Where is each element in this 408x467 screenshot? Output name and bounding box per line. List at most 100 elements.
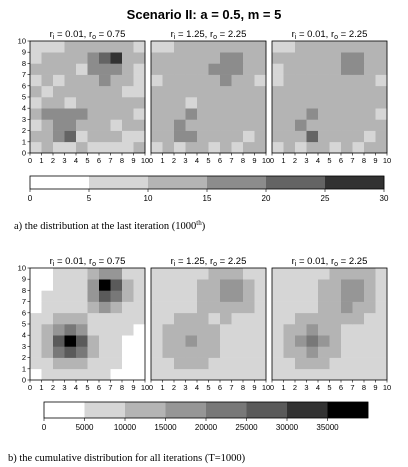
caption-b: b) the cumulative distribution for all i…	[8, 453, 246, 464]
heatmap-cell	[76, 108, 88, 120]
y-tick-label: 10	[18, 264, 26, 273]
heatmap-cell	[76, 141, 88, 154]
heatmap-cell	[64, 290, 77, 302]
heatmap-cell	[329, 74, 342, 87]
heatmap-cell	[99, 119, 111, 131]
heatmap-cell	[53, 52, 65, 64]
heatmap-cell	[341, 52, 353, 64]
heatmap-cell	[53, 368, 65, 381]
heatmap-cell	[243, 301, 255, 314]
heatmap-cell	[41, 130, 54, 143]
heatmap-cell	[99, 74, 111, 87]
heatmap-cell	[254, 41, 267, 53]
heatmap-cell	[174, 74, 186, 87]
heatmap-cell	[295, 368, 307, 381]
heatmap-cell	[329, 335, 342, 347]
colorbar-segment	[89, 176, 149, 189]
y-tick-label: 5	[22, 93, 26, 102]
heatmap-cell	[341, 41, 353, 53]
heatmap-cell	[41, 346, 54, 358]
heatmap-cell	[122, 141, 134, 154]
heatmap-cell	[185, 85, 198, 98]
colorbar-segment	[30, 176, 90, 189]
heatmap-cell	[243, 97, 255, 109]
heatmap-cell	[87, 268, 100, 280]
heatmap-cell	[352, 290, 365, 302]
heatmap-cell	[99, 41, 111, 53]
heatmap-cell	[254, 268, 267, 280]
heatmap-cell	[318, 279, 330, 291]
panel-title: ri = 0.01, ro = 0.75	[50, 29, 126, 41]
heatmap-cell	[110, 324, 123, 336]
heatmap-cell	[99, 346, 111, 358]
colorbar-segment	[287, 402, 328, 418]
x-tick-label: 4	[74, 156, 78, 165]
heatmap-cell	[329, 97, 342, 109]
heatmap-cell	[220, 74, 232, 87]
heatmap-cell	[352, 279, 365, 291]
heatmap-cell	[272, 312, 284, 325]
heatmap-cell	[375, 312, 388, 325]
heatmap-cell	[174, 141, 186, 154]
heatmap-cell	[30, 52, 42, 64]
heatmap-cell	[352, 130, 365, 143]
heatmap-cell	[306, 119, 319, 131]
heatmap-cell	[76, 279, 88, 291]
heatmap-cell	[375, 41, 388, 53]
x-tick-label: 0	[28, 156, 32, 165]
heatmap-cell	[243, 279, 255, 291]
heatmap-cell	[76, 312, 88, 325]
heatmap-cell	[99, 324, 111, 336]
heatmap-cell	[231, 324, 244, 336]
heatmap-cell	[283, 108, 296, 120]
colorbar-tick-label: 0	[28, 194, 33, 203]
heatmap-cell	[231, 97, 244, 109]
heatmap-cell	[122, 63, 134, 75]
heatmap-cell	[272, 74, 284, 87]
heatmap-cell	[197, 41, 209, 53]
heatmap-cell	[375, 63, 388, 75]
heatmap-cell	[53, 41, 65, 53]
heatmap-cell	[295, 41, 307, 53]
heatmap-cell	[151, 52, 163, 64]
panel-title: ri = 0.01, ro = 2.25	[292, 29, 368, 41]
heatmap-cell	[87, 141, 100, 154]
heatmap-cell	[341, 141, 353, 154]
y-tick-label: 5	[22, 320, 26, 329]
heatmap-cell	[76, 290, 88, 302]
x-tick-label: 7	[350, 383, 354, 392]
y-tick-label: 10	[18, 37, 26, 46]
heatmap-cell	[185, 346, 198, 358]
heatmap-cell	[76, 63, 88, 75]
heatmap-cell	[341, 268, 353, 280]
heatmap-cell	[185, 119, 198, 131]
heatmap-cell	[122, 97, 134, 109]
colorbars: 0 5 10 15 20 25 300 5000 10000 15000 20000 25000 300…	[28, 175, 389, 432]
heatmap-cell	[341, 97, 353, 109]
y-tick-label: 4	[22, 331, 26, 340]
heatmap-cell	[87, 63, 100, 75]
heatmap-cell	[64, 119, 77, 131]
colorbar-segment	[246, 402, 288, 418]
heatmap-cell	[185, 301, 198, 314]
heatmap-cell	[243, 63, 255, 75]
heatmap-cell	[254, 279, 267, 291]
heatmap-cell	[243, 108, 255, 120]
heatmap-cell	[151, 130, 163, 143]
heatmap-cell	[151, 368, 163, 381]
panel-title: ri = 0.01, ro = 0.75	[50, 256, 126, 268]
heatmap-cell	[231, 108, 244, 120]
heatmap-cell	[41, 108, 54, 120]
heatmap-cell	[243, 119, 255, 131]
heatmap-cell	[174, 368, 186, 381]
heatmap-cell	[99, 335, 111, 347]
colorbar-segment	[125, 402, 166, 418]
heatmap-cell	[329, 85, 342, 98]
x-tick-label: 9	[252, 156, 256, 165]
heatmap-cell	[99, 141, 111, 154]
colorbar-tick-label: 15	[203, 194, 212, 203]
heatmap-cell	[352, 119, 365, 131]
heatmap-cell	[30, 74, 42, 87]
heatmap-cell	[162, 141, 175, 154]
heatmap-cell	[306, 346, 319, 358]
